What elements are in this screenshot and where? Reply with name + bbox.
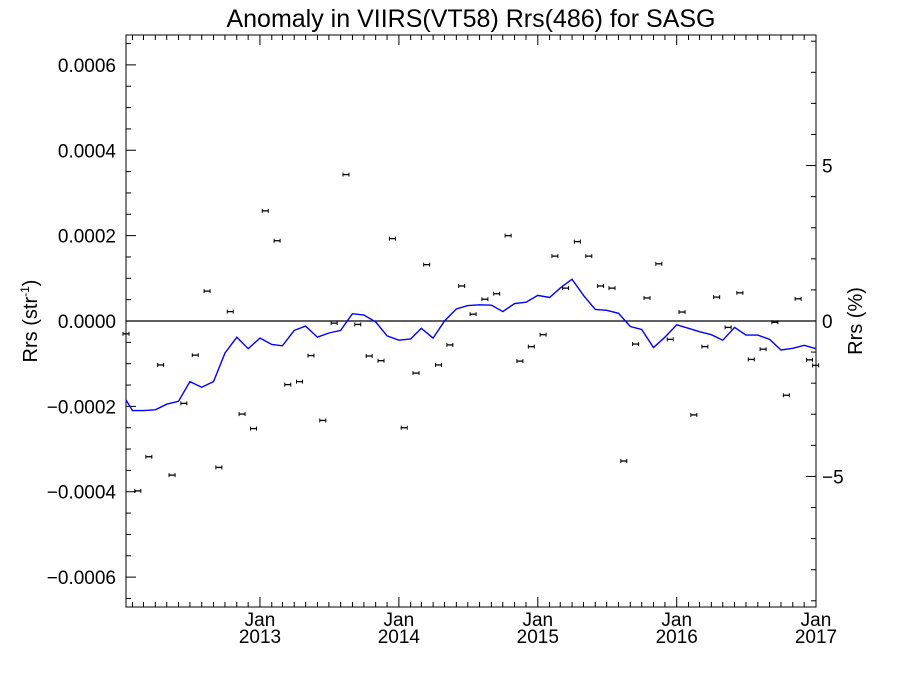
y-left-tick-label: 0.0002 xyxy=(58,227,116,248)
x-tick-year-label: 2013 xyxy=(239,627,281,648)
x-tick-month-label: Jan xyxy=(384,610,415,631)
y-right-tick-label: 0 xyxy=(822,312,833,333)
y-right-tick-label: 5 xyxy=(822,157,833,178)
x-tick-year-label: 2015 xyxy=(517,627,559,648)
x-tick-year-label: 2016 xyxy=(656,627,698,648)
y-left-tick-label: −0.0004 xyxy=(47,483,117,504)
plot-area: −0.0006 −0.0004 −0.0002 0.0000 0.0002 0.0004 0… xyxy=(47,34,844,648)
y-axis-right-label: Rrs (%) xyxy=(845,287,867,355)
x-tick-year-label: 2017 xyxy=(795,627,837,648)
x-tick-month-label: Jan xyxy=(661,610,692,631)
y-right-tick-label: −5 xyxy=(822,467,844,488)
x-tick-year-label: 2014 xyxy=(378,627,421,648)
y-left-tick-label: 0.0006 xyxy=(58,56,116,77)
chart-title: Anomaly in VIIRS(VT58) Rrs(486) for SASG xyxy=(226,5,715,33)
x-tick-month-label: Jan xyxy=(522,610,553,631)
y-left-tick-label: 0.0000 xyxy=(58,312,116,333)
anomaly-trend-line xyxy=(125,278,817,412)
y-left-tick-label: 0.0004 xyxy=(58,141,117,162)
x-tick-month-label: Jan xyxy=(245,610,276,631)
y-left-tick-label: −0.0002 xyxy=(47,397,116,418)
y-left-tick-label: −0.0006 xyxy=(47,568,116,589)
x-tick-month-label: Jan xyxy=(801,610,832,631)
y-axis-left-label: Rrs (str-1) xyxy=(18,280,42,363)
